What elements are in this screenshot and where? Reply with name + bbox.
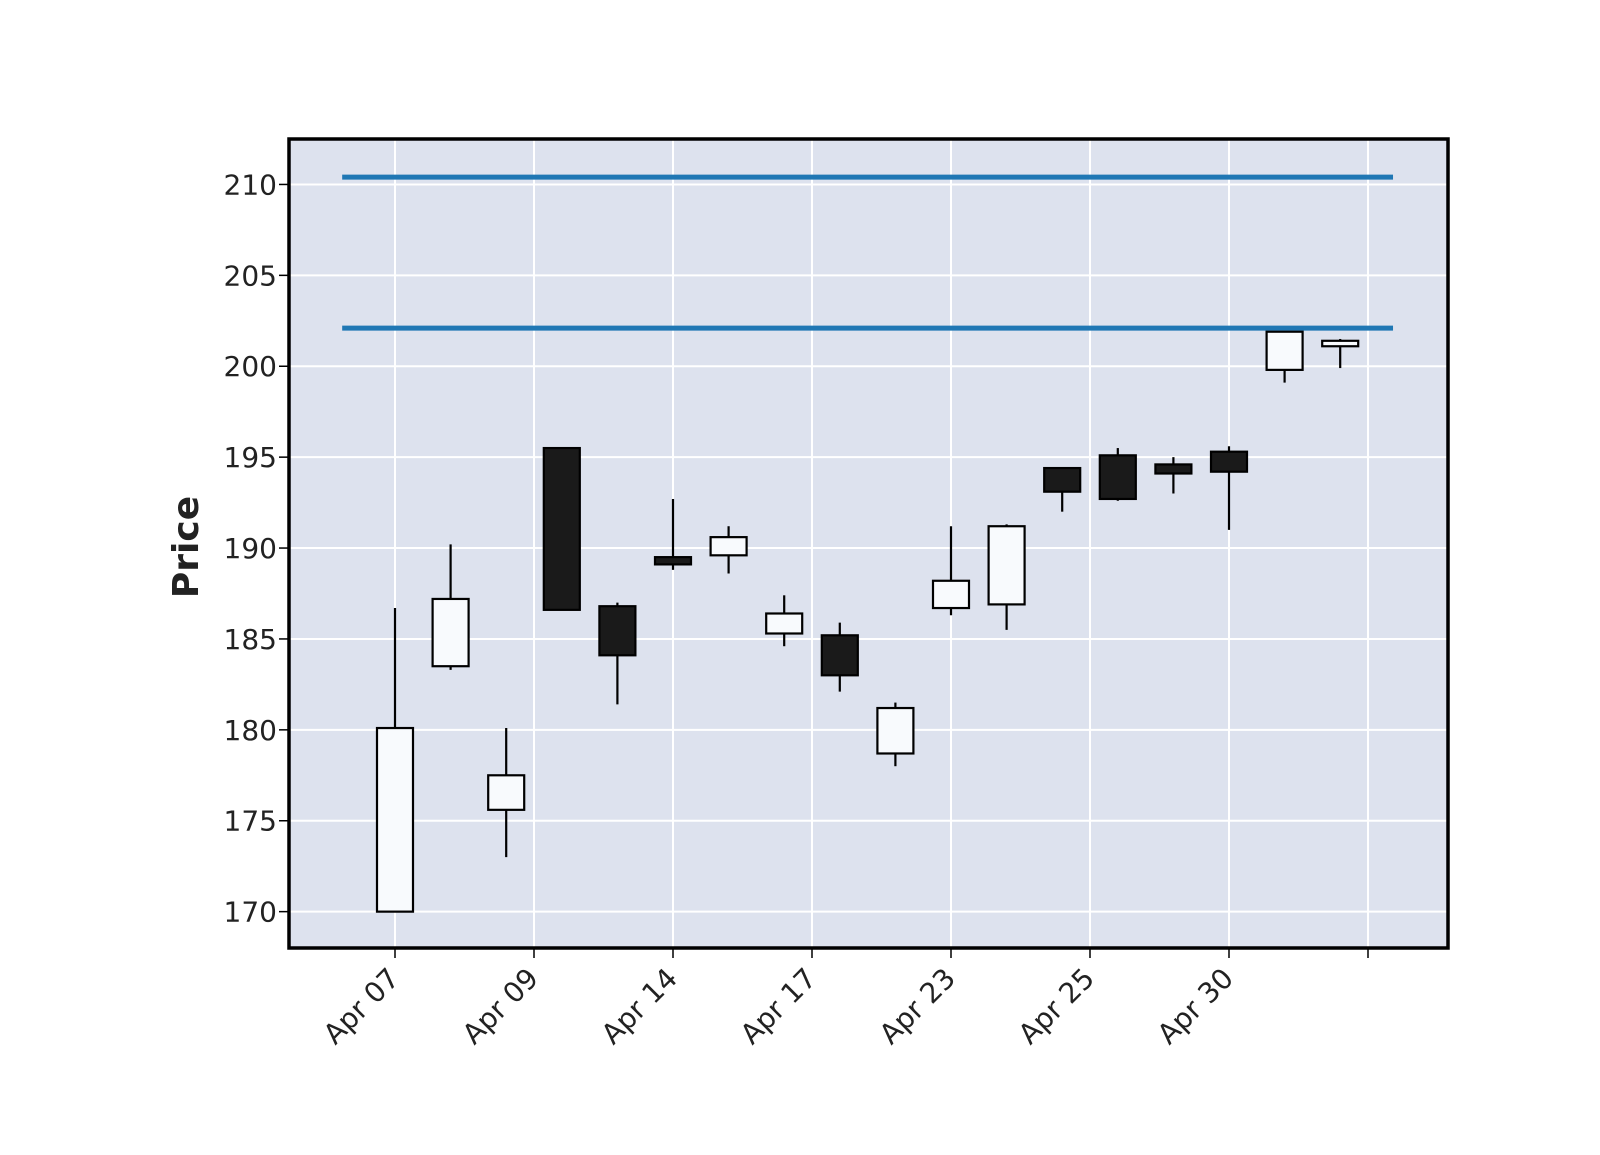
candle-body-up xyxy=(987,525,1026,606)
y-tick-label: 170 xyxy=(224,896,277,929)
candle-body-up xyxy=(375,726,415,913)
x-axis-ticks: Apr 07 Apr 09 Apr 14 Apr 17 Apr 23 Apr 25 Apr … xyxy=(317,948,1369,1051)
candle-body-down xyxy=(1098,454,1137,501)
candle-body-down xyxy=(1209,450,1249,473)
y-axis-ticks: 170 175 180 185 190 195 200 205 210 xyxy=(224,168,289,929)
x-tick-label: Apr 07 xyxy=(317,962,406,1051)
y-tick-label: 195 xyxy=(224,441,277,474)
y-axis-label: Price xyxy=(166,496,207,598)
candle-body-up xyxy=(431,597,470,668)
candle-body-down xyxy=(653,556,693,566)
y-tick-label: 185 xyxy=(224,623,277,656)
y-tick-label: 210 xyxy=(224,168,277,201)
candle-body-up xyxy=(1321,339,1360,348)
x-tick-label: Apr 14 xyxy=(595,962,684,1051)
candle-body-down xyxy=(598,605,637,657)
y-tick-label: 190 xyxy=(224,532,277,565)
plot-frame xyxy=(287,137,1450,950)
x-tick-label: Apr 17 xyxy=(734,962,823,1051)
candle-body-down xyxy=(1154,463,1193,475)
y-tick-label: 180 xyxy=(224,714,277,747)
x-tick-label: Apr 25 xyxy=(1012,962,1101,1051)
x-tick-label: Apr 30 xyxy=(1151,962,1240,1051)
candle-body-up xyxy=(487,774,526,811)
x-tick-label: Apr 09 xyxy=(456,962,545,1051)
candle-body-up xyxy=(876,706,915,755)
horizontal-lines xyxy=(342,174,1394,331)
y-tick-label: 205 xyxy=(224,259,277,292)
candle-body-down xyxy=(542,446,581,611)
y-tick-label: 200 xyxy=(224,350,277,383)
candle-body-up xyxy=(1265,330,1304,371)
candle-body-down xyxy=(820,634,859,677)
candle-body-down xyxy=(1043,466,1082,493)
candles xyxy=(375,330,1360,913)
candle-body-up xyxy=(931,579,971,610)
plot-background xyxy=(289,139,1448,948)
y-tick-label: 175 xyxy=(224,805,277,838)
candle-body-up xyxy=(765,612,804,635)
candle-body-up xyxy=(709,536,748,557)
x-tick-label: Apr 23 xyxy=(873,962,962,1051)
